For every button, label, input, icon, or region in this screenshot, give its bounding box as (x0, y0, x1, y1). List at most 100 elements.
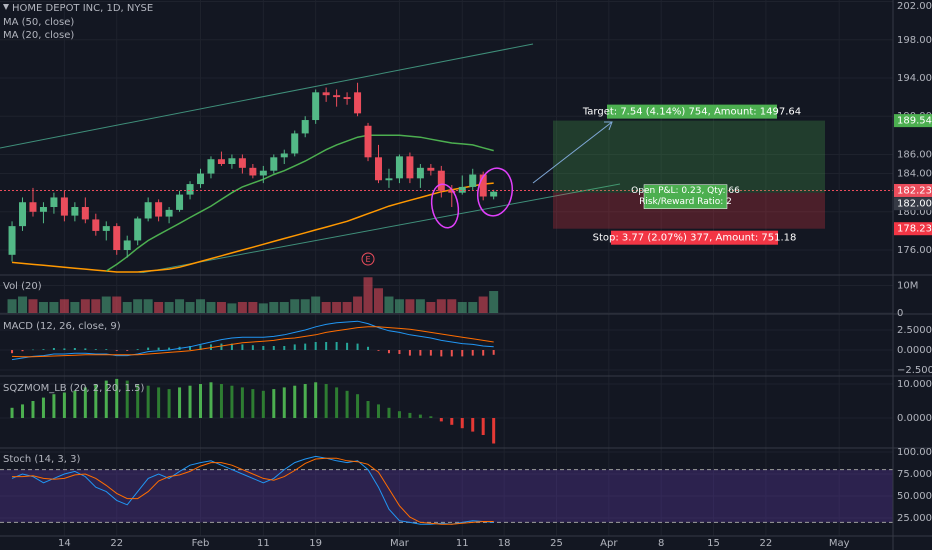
symbol-title: HOME DEPOT INC, 1D, NYSE (12, 3, 153, 14)
grid (0, 0, 893, 536)
macd-histogram-bar (84, 348, 87, 350)
volume-bar (143, 299, 153, 313)
momentum-bar (261, 390, 265, 419)
momentum-bar (387, 407, 391, 419)
trend-line (138, 183, 621, 273)
macd-histogram-bar (346, 342, 349, 350)
collapse-icon[interactable] (3, 4, 9, 10)
volume-bar (28, 299, 38, 313)
x-tick-label: May (829, 538, 850, 549)
volume-bar (394, 299, 404, 313)
y-tick-label: 198.00 (897, 35, 932, 46)
momentum-bar (188, 385, 192, 419)
macd-histogram-bar (230, 343, 233, 350)
macd-histogram-bar (241, 344, 244, 350)
x-tick-label: 22 (110, 538, 123, 549)
momentum-bar (376, 404, 380, 419)
volume-bar (185, 302, 195, 313)
volume-bar (489, 291, 499, 313)
momentum-bar (481, 418, 485, 435)
momentum-bar (293, 385, 297, 419)
candle-body (92, 219, 100, 231)
macd-histogram-bar (325, 342, 328, 350)
stoch-line (12, 457, 494, 525)
candle-body (406, 156, 414, 179)
y-tick-label: 50.0000 (897, 491, 932, 502)
candle-body (155, 202, 163, 217)
momentum-bar (282, 387, 286, 419)
macd-histogram-bar (136, 349, 139, 350)
y-tick-label: 176.00 (897, 245, 932, 256)
y-tick-label: 194.00 (897, 73, 932, 84)
volume-bar (311, 296, 321, 313)
pane-title: MACD (12, 26, close, 9) (3, 321, 121, 332)
macd-histogram-bar (335, 342, 338, 350)
momentum-bar (492, 418, 496, 444)
x-tick-label: Feb (192, 538, 210, 549)
candle-body (176, 194, 184, 210)
macd-histogram-bar (63, 348, 66, 350)
pnl-label-box (643, 184, 728, 209)
macd-histogram-bar (367, 346, 370, 350)
y-tick-label: 184.00 (897, 169, 932, 180)
macd-histogram-bar (115, 350, 118, 351)
volume-bar (196, 299, 206, 313)
momentum-bar (115, 378, 119, 419)
macd-histogram-bar (471, 350, 474, 356)
y-tick-label: 180.00 (897, 207, 932, 218)
candle-body (364, 125, 372, 158)
pane-title: Stoch (14, 3, 3) (3, 454, 80, 465)
target-label: Target: 7.54 (4.14%) 754, Amount: 1497.6… (582, 107, 801, 118)
macd-histogram-bar (283, 346, 286, 350)
candle-body (291, 133, 299, 154)
volume-bar (216, 302, 226, 313)
candle-body (39, 207, 47, 212)
momentum-bar (62, 392, 66, 419)
volume-bar (70, 302, 80, 313)
momentum-bar (21, 404, 25, 419)
momentum-bar (366, 401, 370, 419)
candle-body (123, 240, 131, 251)
volume-bar (164, 302, 174, 313)
candle-body (343, 97, 351, 100)
candle-body (8, 226, 16, 255)
candle-body (312, 92, 320, 121)
indicator-panes (0, 277, 893, 525)
main-pane (0, 43, 893, 273)
x-tick-label: 11 (456, 538, 469, 549)
candle-body (29, 202, 37, 212)
macd-histogram-bar (73, 348, 76, 350)
candle-body (60, 197, 68, 216)
volume-bar (457, 302, 467, 313)
momentum-bar (450, 418, 454, 425)
volume-bar (112, 296, 122, 313)
candle-body (50, 197, 58, 208)
pane-title: SQZMOM_LB (20, 2, 20, 1.5) (3, 383, 144, 394)
momentum-bar (136, 384, 140, 419)
macd-histogram-bar (304, 343, 307, 350)
candle-body (490, 191, 498, 197)
trend-line (0, 43, 534, 149)
momentum-bar (303, 384, 307, 419)
candle-body (71, 207, 79, 216)
target-price-badge-box (894, 114, 932, 128)
x-tick-label: 19 (309, 538, 322, 549)
volume-bar (258, 303, 268, 313)
momentum-bar (314, 382, 318, 419)
momentum-bar (157, 387, 161, 419)
candle-body (280, 153, 288, 158)
candle-body (197, 173, 205, 185)
macd-histogram-bar (272, 346, 275, 350)
candle-body (270, 157, 278, 171)
momentum-bar (167, 389, 171, 419)
volume-bar (237, 302, 247, 313)
momentum-bar (104, 380, 108, 419)
overlay: Target: 7.54 (4.14%) 754, Amount: 1497.6… (361, 104, 801, 266)
momentum-bar (230, 385, 234, 419)
x-tick-label: 15 (707, 538, 720, 549)
macd-histogram-bar (387, 350, 390, 354)
y-tick-label: 75.0000 (897, 469, 932, 480)
momentum-bar (356, 394, 360, 419)
